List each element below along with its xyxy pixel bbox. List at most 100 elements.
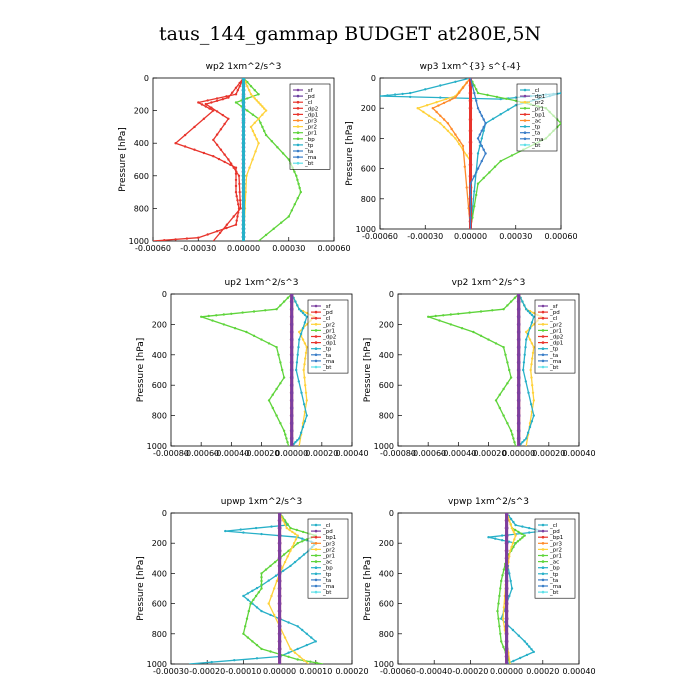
data-point [218, 231, 222, 234]
x-tick-label: -0.00030 [407, 232, 443, 241]
data-point [298, 557, 301, 560]
data-point [303, 313, 307, 317]
data-point [531, 384, 534, 387]
data-point [511, 433, 514, 436]
data-point [241, 94, 246, 99]
data-point [241, 174, 246, 178]
axes-frame [397, 512, 580, 665]
data-point [289, 294, 294, 296]
data-point [393, 93, 397, 96]
data-point [508, 572, 511, 575]
data-point [301, 628, 304, 632]
data-point [282, 300, 286, 303]
legend-label: _bp1 [531, 112, 545, 118]
data-point [478, 110, 482, 114]
data-point [304, 384, 307, 387]
data-point [514, 104, 517, 107]
legend-marker [523, 143, 527, 147]
data-point [297, 380, 300, 383]
data-point [508, 368, 511, 372]
x-tick-label: 0.00000 [263, 667, 296, 676]
legend-marker [314, 523, 318, 527]
data-point [277, 654, 282, 659]
data-point [476, 182, 480, 185]
data-point [222, 323, 225, 326]
data-point [504, 632, 509, 636]
data-point [476, 137, 480, 140]
data-point [300, 391, 303, 394]
data-point [296, 178, 299, 182]
data-point [273, 613, 276, 617]
data-point [227, 117, 230, 121]
data-point [458, 139, 461, 142]
data-point [505, 97, 508, 101]
data-point [433, 118, 436, 121]
chart-panel-6: vpwp 1xm^2/s^3 Pressure [hPa] 0 200 400 600 80… [363, 497, 596, 676]
y-tick-label: 0 [371, 74, 376, 83]
data-point [461, 144, 465, 148]
data-point [510, 587, 514, 590]
data-point [298, 330, 301, 334]
data-point [247, 609, 250, 613]
data-point [174, 238, 177, 241]
data-point [231, 91, 234, 94]
data-point [514, 528, 517, 532]
data-point [273, 587, 276, 590]
data-point [275, 414, 278, 417]
data-point [185, 237, 189, 240]
data-point [498, 625, 501, 628]
data-point [509, 376, 513, 379]
data-point [223, 122, 226, 126]
data-point [516, 406, 521, 410]
y-tick-label: 600 [379, 600, 394, 609]
x-tick-label: 0.00000 [502, 449, 535, 458]
y-tick-label: 600 [152, 600, 167, 609]
data-point [276, 146, 279, 149]
data-point [304, 351, 308, 355]
data-point [236, 89, 239, 92]
legend-label: _pd [322, 529, 333, 535]
data-point [249, 602, 252, 605]
legend-label: _bp1 [549, 535, 563, 541]
data-point [277, 609, 282, 613]
legend-frame [307, 518, 349, 599]
data-point [241, 149, 246, 154]
data-point [251, 95, 255, 98]
data-point [454, 133, 457, 136]
panel-title: wp2 1xm^2/s^3 [206, 62, 282, 72]
data-point [277, 518, 282, 523]
data-point [439, 114, 442, 118]
data-point [252, 334, 256, 337]
legend-marker [314, 359, 318, 363]
data-point [212, 138, 215, 142]
data-point [315, 661, 318, 664]
data-point [476, 167, 480, 170]
data-point [519, 656, 522, 660]
data-point [299, 309, 303, 313]
data-point [504, 616, 509, 621]
legend-marker [296, 113, 300, 116]
data-point [241, 100, 246, 105]
data-point [277, 632, 282, 636]
data-point [437, 104, 440, 107]
data-point [289, 299, 294, 304]
data-point [235, 170, 238, 173]
legend-marker [296, 161, 300, 165]
data-point [469, 216, 472, 219]
y-tick-label: 0 [162, 509, 167, 518]
legend-marker [314, 542, 318, 545]
data-point [504, 609, 509, 613]
data-point [508, 555, 511, 558]
data-point [511, 528, 515, 532]
series-group [487, 513, 544, 664]
data-point [251, 113, 255, 116]
legend-marker [314, 535, 318, 539]
data-point [528, 338, 532, 341]
data-point [238, 182, 241, 186]
series-line-pr1 [200, 294, 293, 446]
data-point [257, 591, 260, 594]
data-point [259, 103, 262, 106]
data-point [504, 586, 509, 591]
data-point [484, 122, 487, 125]
legend-label: _tp [322, 572, 332, 578]
